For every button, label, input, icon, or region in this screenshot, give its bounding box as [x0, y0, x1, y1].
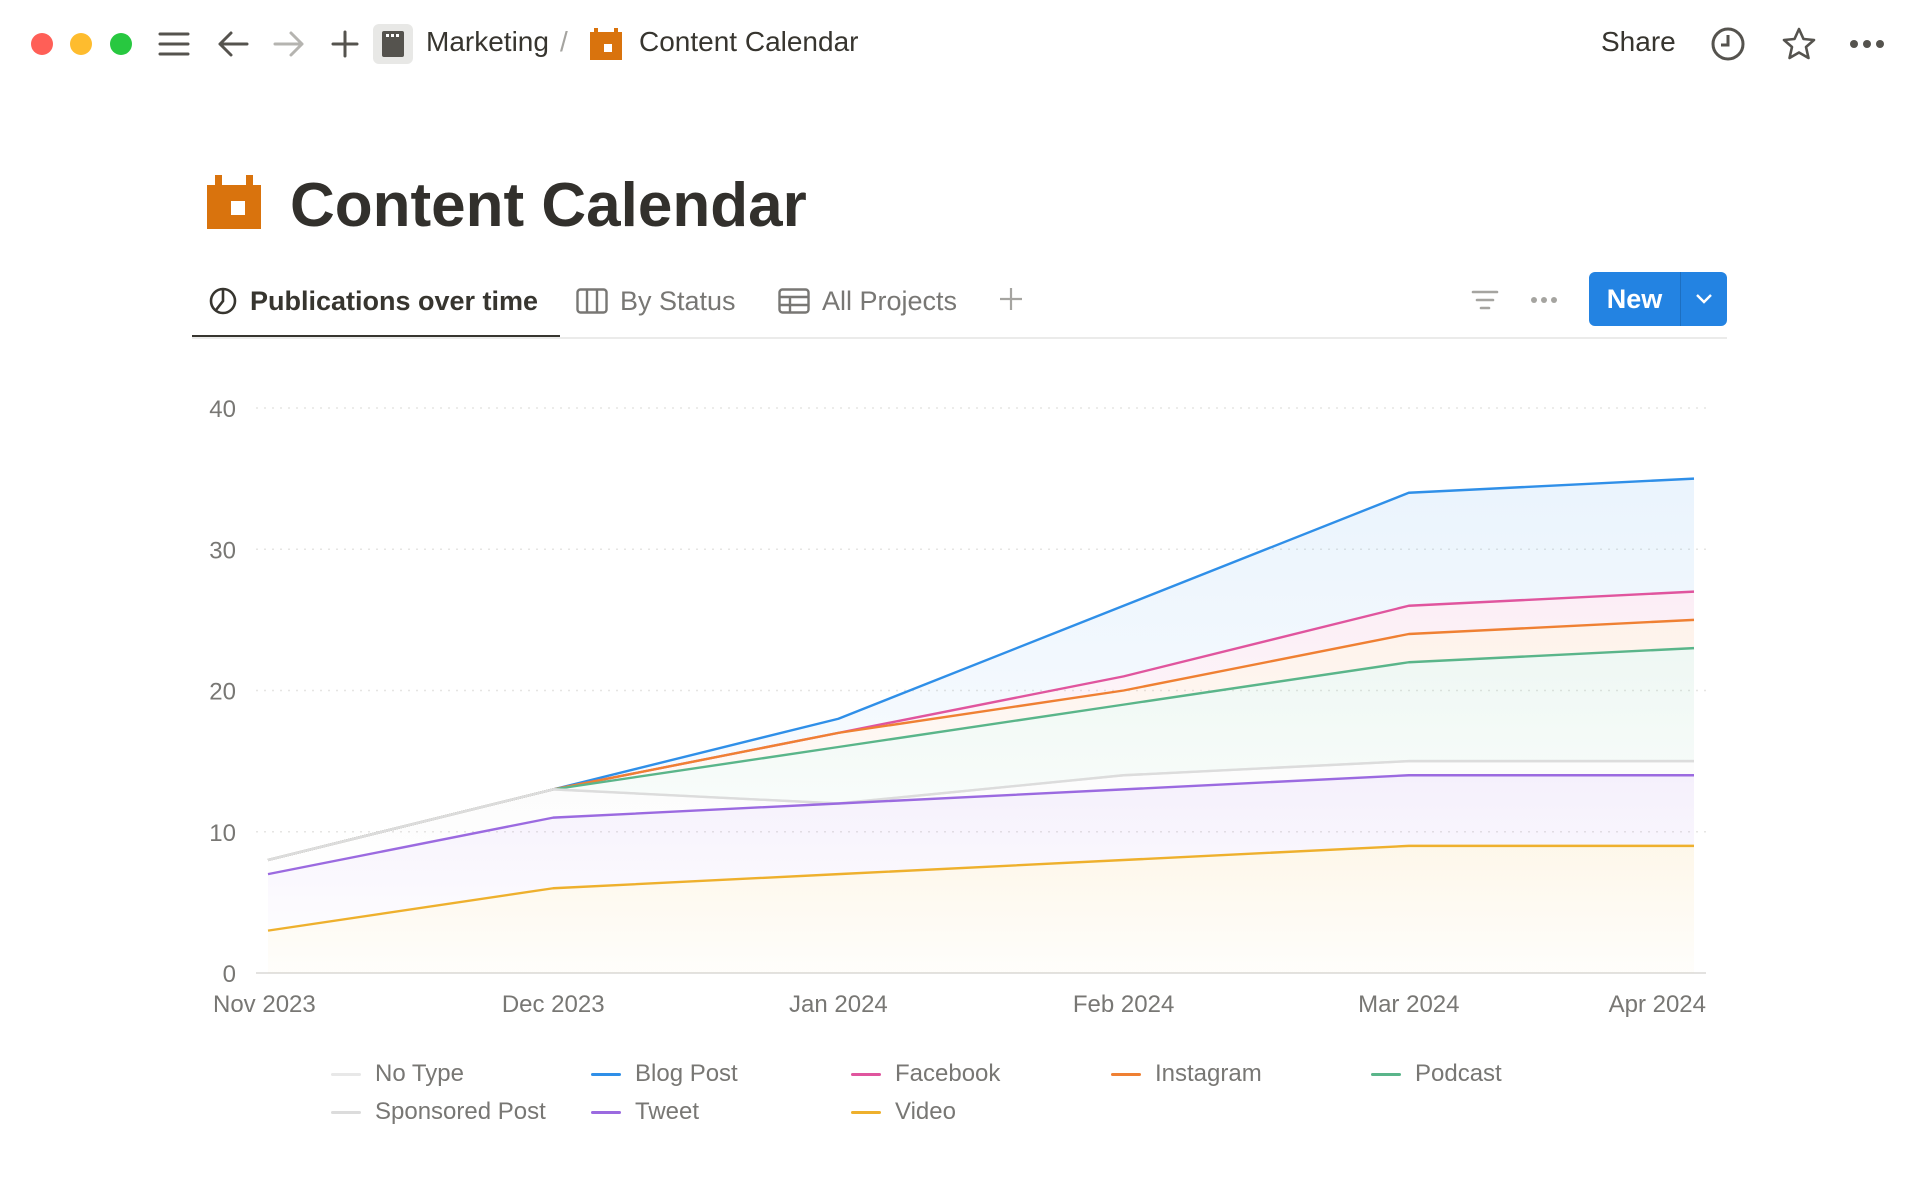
legend-label: Video: [895, 1098, 956, 1125]
legend-item[interactable]: Podcast: [1371, 1060, 1502, 1088]
legend-swatch: [851, 1110, 881, 1114]
legend-swatch: [591, 1110, 621, 1114]
button-divider: [1680, 272, 1681, 326]
chevron-down-icon: [1696, 294, 1712, 304]
minimize-window-button[interactable]: [70, 33, 92, 55]
chart-icon: [209, 287, 237, 315]
zoom-window-button[interactable]: [110, 33, 132, 55]
legend-item[interactable]: No Type: [331, 1060, 464, 1088]
view-more-options-icon[interactable]: [1528, 284, 1560, 316]
clapperboard-icon[interactable]: [373, 24, 413, 64]
legend-label: Tweet: [635, 1098, 700, 1125]
y-tick-label: 30: [209, 537, 236, 564]
legend-item[interactable]: Video: [851, 1098, 956, 1126]
tab-publications-over-time[interactable]: Publications over time: [208, 282, 538, 320]
breadcrumb-separator: /: [560, 26, 568, 57]
calendar-icon: [590, 28, 622, 60]
tab-all-projects[interactable]: All Projects: [778, 282, 957, 320]
area-facebook: [268, 591, 1694, 860]
tab-by-status[interactable]: By Status: [576, 282, 736, 320]
x-tick-label: Apr 2024: [1609, 991, 1706, 1018]
area-instagram: [268, 619, 1694, 860]
board-icon: [576, 288, 608, 314]
new-page-plus-icon[interactable]: [327, 26, 363, 62]
legend-label: Podcast: [1415, 1060, 1502, 1087]
new-dropdown-button[interactable]: [1681, 272, 1727, 326]
tab-label: All Projects: [822, 285, 958, 316]
legend-item[interactable]: Tweet: [591, 1098, 699, 1126]
back-arrow-icon[interactable]: [215, 26, 251, 62]
legend-swatch: [331, 1072, 361, 1076]
y-tick-label: 0: [223, 961, 236, 988]
clock-history-icon[interactable]: [1709, 25, 1747, 63]
table-icon: [778, 288, 810, 314]
more-options-icon[interactable]: [1848, 25, 1886, 63]
page-title: Content Calendar: [290, 171, 807, 240]
x-tick-label: Jan 2024: [789, 991, 888, 1018]
share-button[interactable]: Share: [1601, 26, 1676, 57]
new-button-group: New: [1589, 272, 1727, 326]
area-video: [268, 845, 1694, 973]
area-blog-post: [268, 478, 1694, 860]
tabs-divider: [192, 337, 1727, 339]
legend-label: Sponsored Post: [375, 1098, 546, 1125]
area-tweet: [268, 775, 1694, 931]
line-video: [267, 844, 1694, 932]
x-tick-label: Feb 2024: [1073, 991, 1174, 1018]
legend-swatch: [1371, 1072, 1401, 1076]
add-view-plus-icon[interactable]: [996, 284, 1026, 314]
line-tweet: [267, 774, 1694, 876]
legend-item[interactable]: Blog Post: [591, 1060, 738, 1088]
legend-item[interactable]: Facebook: [851, 1060, 1000, 1088]
close-window-button[interactable]: [31, 33, 53, 55]
star-favorite-icon[interactable]: [1780, 25, 1818, 63]
tab-label: By Status: [620, 285, 736, 316]
y-tick-label: 10: [209, 820, 236, 847]
legend-swatch: [1111, 1072, 1141, 1076]
legend-label: No Type: [375, 1060, 464, 1087]
legend-swatch: [331, 1110, 361, 1114]
new-button[interactable]: New: [1606, 283, 1663, 314]
x-tick-label: Nov 2023: [213, 991, 316, 1018]
legend-item[interactable]: Instagram: [1111, 1060, 1262, 1088]
x-tick-label: Dec 2023: [502, 991, 605, 1018]
breadcrumb-marketing[interactable]: Marketing: [426, 26, 549, 57]
line-sponsored-post: [267, 759, 1694, 862]
y-tick-label: 20: [209, 679, 236, 706]
forward-arrow-icon[interactable]: [271, 26, 307, 62]
sidebar-menu-icon[interactable]: [156, 26, 192, 62]
area-podcast: [268, 648, 1694, 860]
filter-icon[interactable]: [1469, 284, 1501, 316]
legend-label: Instagram: [1155, 1060, 1262, 1087]
legend-label: Facebook: [895, 1060, 1001, 1087]
y-tick-label: 40: [209, 396, 236, 423]
legend-swatch: [591, 1072, 621, 1076]
tab-label: Publications over time: [250, 285, 539, 316]
legend-label: Blog Post: [635, 1060, 738, 1087]
page-calendar-icon[interactable]: [207, 175, 261, 229]
legend-swatch: [851, 1072, 881, 1076]
legend-item[interactable]: Sponsored Post: [331, 1098, 546, 1126]
breadcrumb-content-calendar[interactable]: Content Calendar: [639, 26, 859, 57]
x-tick-label: Mar 2024: [1358, 991, 1459, 1018]
publications-chart: 0 10 20 30 40 Nov 2023 Dec 2023 Jan 2024 Feb 202…: [209, 396, 1706, 1018]
